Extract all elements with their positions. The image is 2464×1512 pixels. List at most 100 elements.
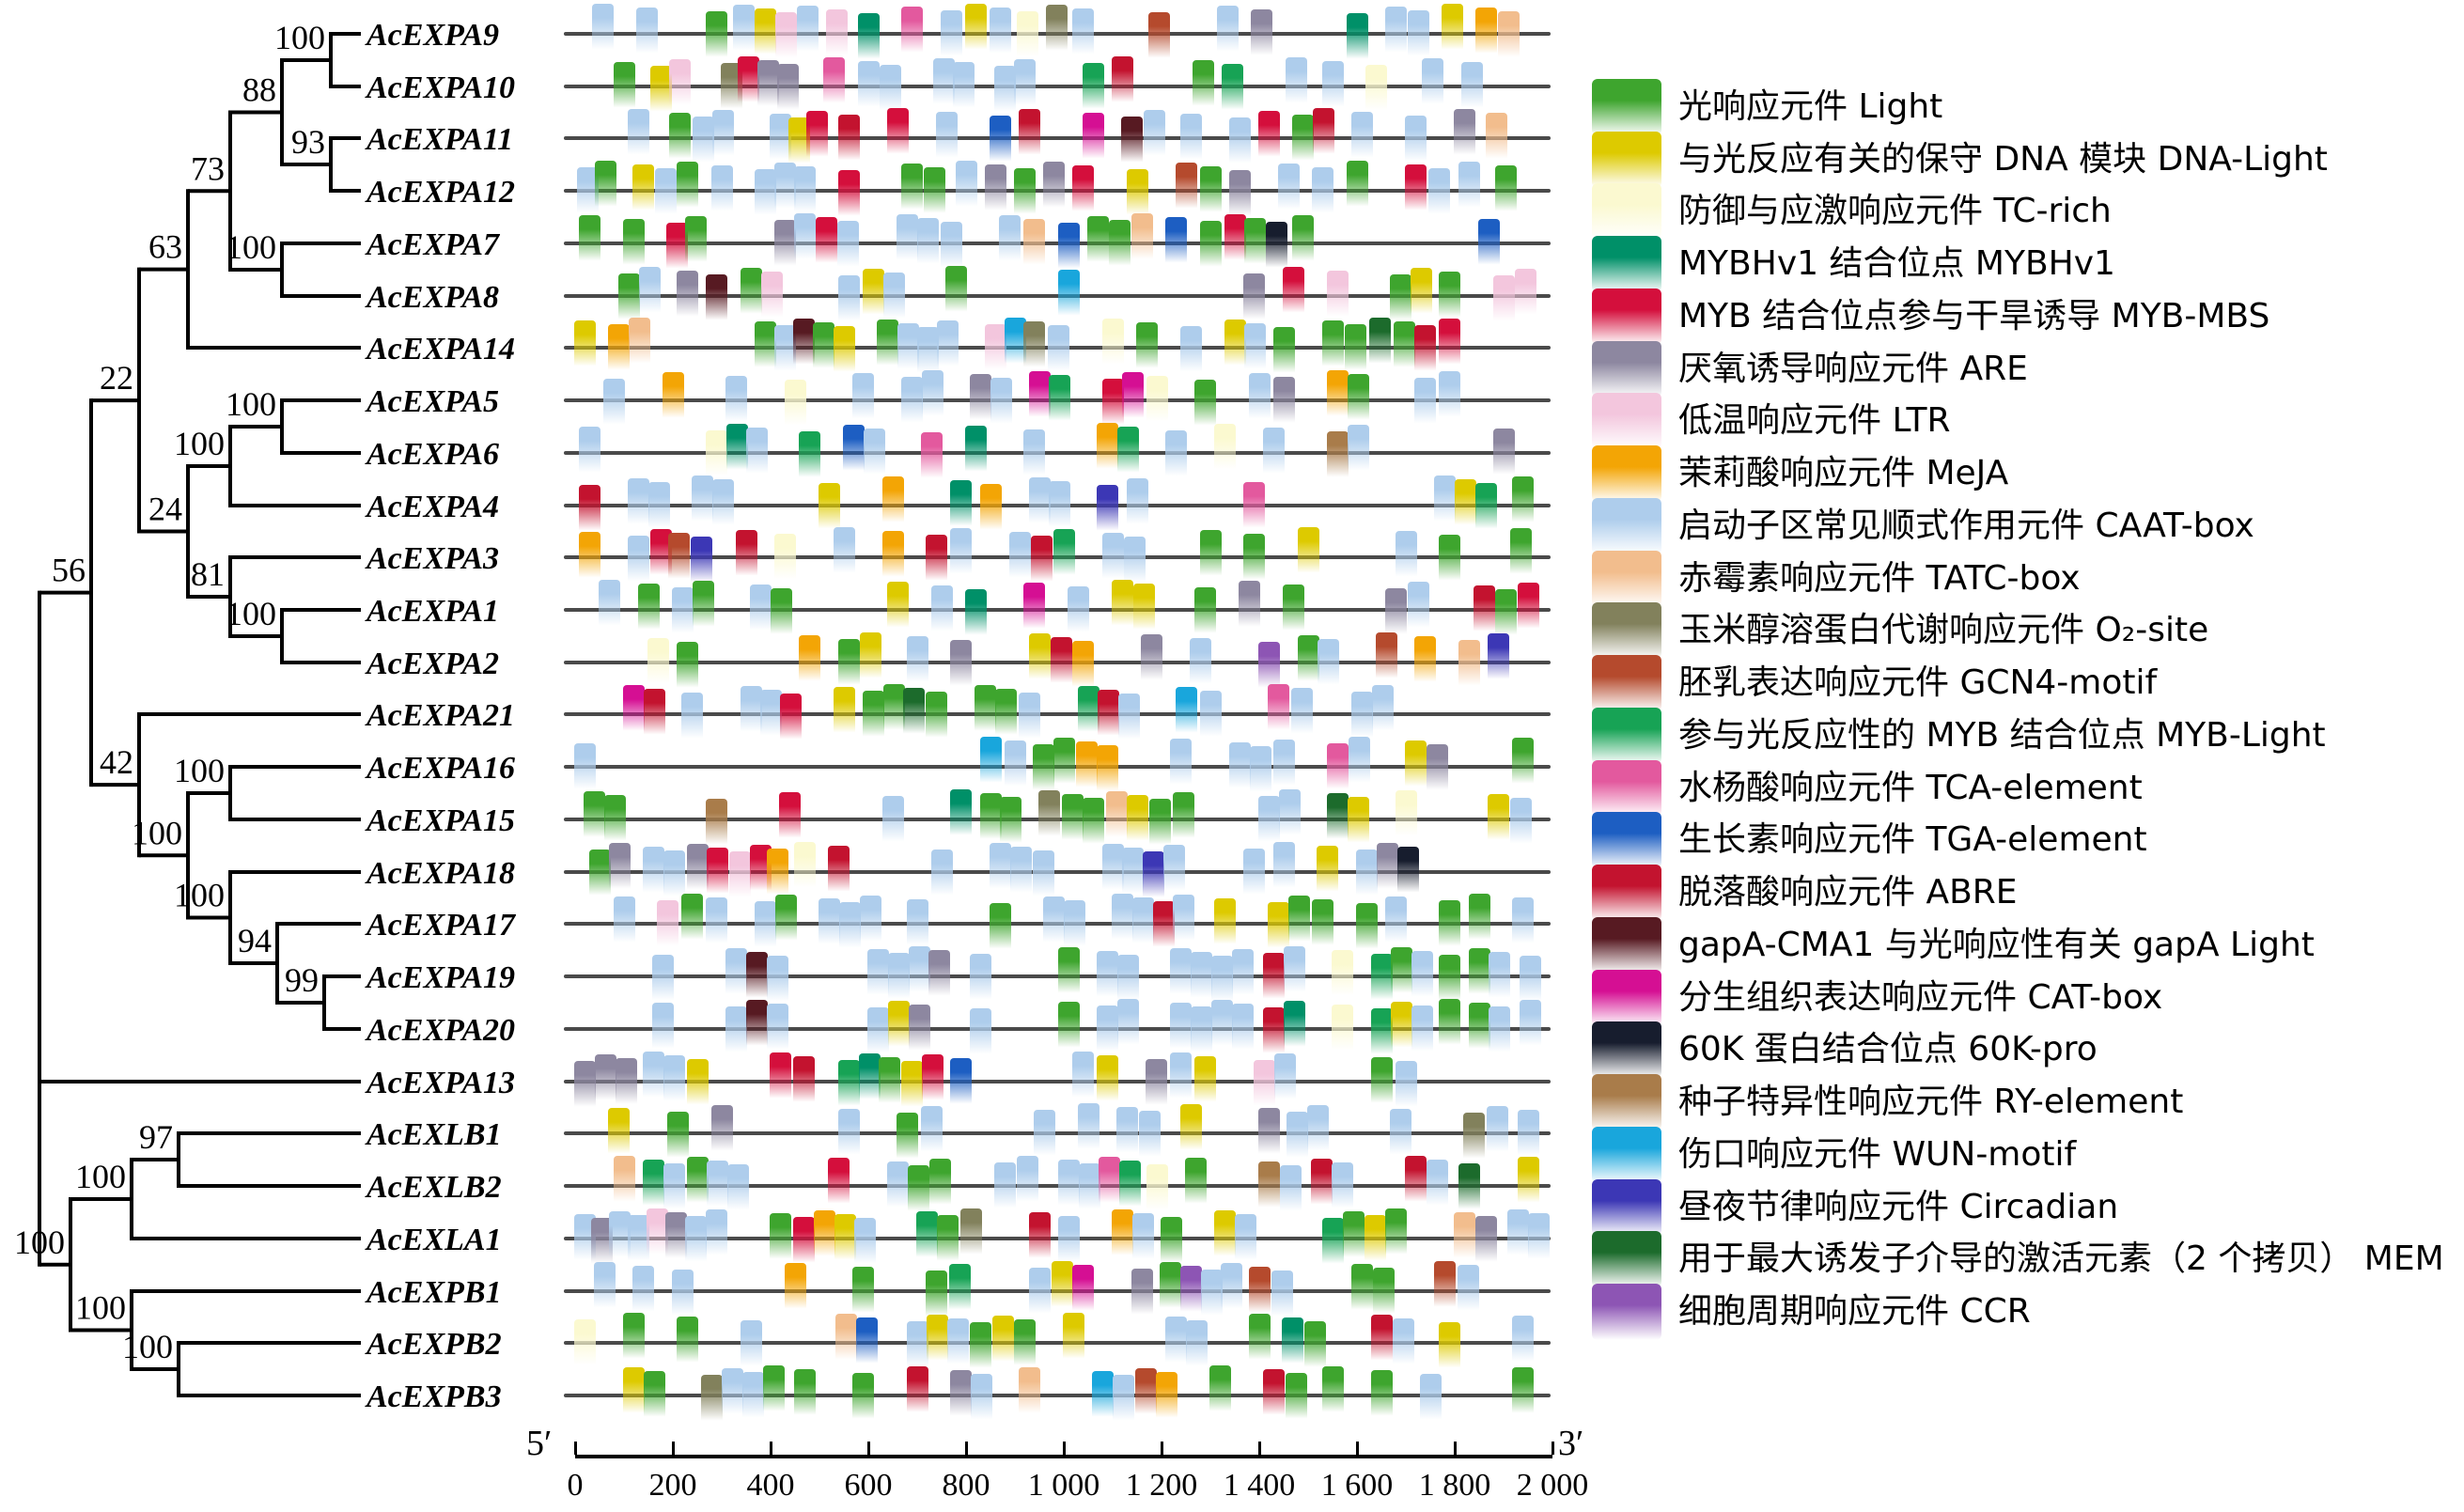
motif-L — [1371, 1057, 1393, 1108]
motif-GCN4 — [1176, 163, 1197, 213]
motif-ABRE — [1098, 690, 1119, 740]
motif-L — [937, 1215, 959, 1266]
motif-GAPA — [793, 319, 815, 369]
motif-MeJA — [1076, 741, 1098, 792]
motif-CAAT — [592, 4, 614, 55]
motif-MM — [738, 56, 759, 107]
motif-MeJA — [1112, 1209, 1133, 1260]
motif-L — [1292, 115, 1314, 165]
motif-TC — [1214, 424, 1236, 475]
motif-ML — [1083, 63, 1104, 114]
motif-CAAT — [1249, 373, 1271, 424]
motif-TGA — [1478, 219, 1500, 270]
motif-L — [589, 850, 611, 900]
motif-CAAT — [1348, 425, 1369, 475]
motif-CAAT — [917, 218, 939, 269]
motif-TGA — [950, 1058, 972, 1109]
motif-GCN4 — [1148, 12, 1170, 63]
axis-tick-label: 800 — [942, 1468, 990, 1503]
motif-CAAT — [1439, 371, 1460, 422]
motif-TCA — [1099, 1157, 1120, 1208]
gene-label: AcEXPA20 — [365, 1013, 515, 1048]
motif-CAAT — [941, 222, 962, 273]
gene-label: AcEXPA12 — [365, 175, 515, 210]
motif-TC — [1017, 11, 1038, 62]
motif-MM — [1258, 111, 1280, 162]
motif-MH — [1284, 1001, 1305, 1052]
motif-L — [863, 691, 884, 741]
motif-L — [1249, 1314, 1271, 1364]
motif-MM — [750, 845, 772, 896]
motif-L — [706, 11, 727, 62]
motif-MeJA — [785, 1263, 806, 1314]
promoter-line-AcEXLB2 — [564, 1184, 1551, 1188]
axis-tick-label: 1 600 — [1320, 1468, 1394, 1503]
motif-CAAT — [867, 1007, 889, 1058]
motif-L — [1053, 738, 1075, 788]
motif-CAAT — [725, 1006, 747, 1057]
motif-LTR — [729, 851, 751, 902]
motif-L — [1373, 1268, 1395, 1318]
motif-DL — [632, 164, 654, 215]
motif-CAAT — [603, 379, 625, 429]
motif-MM — [806, 111, 828, 162]
motif-CAAT — [628, 1215, 649, 1266]
gene-label: AcEXPB2 — [365, 1327, 502, 1362]
motif-CAAT — [1173, 895, 1194, 945]
motif-CAAT — [1244, 323, 1266, 374]
motif-L — [1345, 324, 1366, 375]
motif-LTR — [1515, 269, 1536, 320]
gene-label: AcEXPA13 — [365, 1066, 515, 1100]
motif-DL — [1133, 584, 1155, 634]
motif-DL — [927, 1315, 948, 1365]
motif-L — [1209, 1365, 1231, 1416]
motif-DL — [1488, 794, 1509, 845]
motif-DL — [1214, 1210, 1236, 1261]
motif-CAAT — [864, 429, 885, 479]
motif-CAAT — [1512, 1316, 1534, 1366]
motif-DL — [687, 1059, 709, 1110]
motif-CAAT — [1132, 1213, 1154, 1264]
motif-L — [1014, 168, 1036, 219]
legend-label: 茉莉酸响应元件 MeJA — [1678, 454, 2009, 492]
motif-CAAT — [1280, 1165, 1302, 1216]
motif-L — [1200, 221, 1222, 272]
motif-L — [1510, 528, 1532, 579]
motif-CAAT — [574, 743, 596, 794]
bootstrap-value: 73 — [191, 149, 225, 187]
motif-CAT — [1072, 1265, 1094, 1316]
motif-L — [1469, 894, 1490, 944]
motif-MM — [770, 1052, 791, 1103]
motif-CAAT — [636, 8, 658, 58]
motif-CAT — [1122, 372, 1144, 423]
motif-TGA — [990, 116, 1011, 166]
motif-ARE — [1146, 1059, 1167, 1110]
motif-DL — [1029, 633, 1051, 684]
motif-ARE — [950, 640, 972, 691]
motif-CAAT — [1273, 842, 1295, 893]
motif-L — [623, 219, 645, 270]
motif-MH — [726, 424, 748, 475]
motif-L — [877, 320, 898, 370]
motif-CAAT — [1518, 1110, 1539, 1161]
motif-CAAT — [1229, 117, 1251, 168]
legend-swatch-DNA-Light — [1592, 132, 1661, 188]
motif-CAAT — [1163, 845, 1185, 896]
motif-CAAT — [1427, 1160, 1448, 1210]
gene-label: AcEXPA7 — [365, 227, 501, 262]
motif-CAAT — [1144, 110, 1165, 161]
motif-ABRE — [1414, 325, 1436, 376]
gene-label: AcEXPA17 — [365, 908, 517, 943]
motif-CAAT — [711, 165, 733, 216]
motif-LTR — [985, 324, 1006, 375]
motif-DL — [1405, 740, 1427, 791]
motif-L — [852, 1267, 874, 1317]
legend-swatch-O₂-site — [1592, 602, 1661, 659]
motif-CAAT — [741, 686, 762, 737]
motif-TC — [1146, 376, 1168, 427]
axis-tick — [1161, 1442, 1163, 1455]
motif-CAAT — [760, 690, 782, 740]
motif-L — [1194, 380, 1216, 430]
motif-MH — [950, 480, 972, 531]
motif-CAAT — [1139, 1111, 1161, 1161]
